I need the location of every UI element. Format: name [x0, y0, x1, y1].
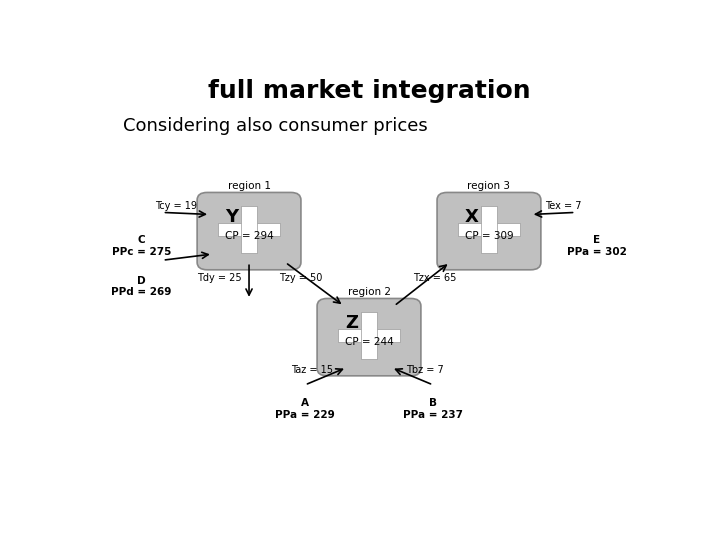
FancyBboxPatch shape — [437, 192, 541, 270]
FancyBboxPatch shape — [481, 206, 498, 253]
Text: Tex = 7: Tex = 7 — [545, 201, 582, 211]
Text: Tcy = 19: Tcy = 19 — [156, 201, 197, 211]
FancyBboxPatch shape — [458, 224, 521, 236]
FancyBboxPatch shape — [317, 299, 421, 376]
Text: Tzy = 50: Tzy = 50 — [279, 273, 323, 282]
FancyBboxPatch shape — [338, 329, 400, 342]
Text: Considering also consumer prices: Considering also consumer prices — [124, 117, 428, 135]
Text: Tbz = 7: Tbz = 7 — [406, 366, 444, 375]
Text: CP = 294: CP = 294 — [225, 232, 274, 241]
Text: Z: Z — [346, 314, 359, 332]
Text: A
PPa = 229: A PPa = 229 — [275, 399, 335, 420]
Text: Tzx = 65: Tzx = 65 — [413, 273, 456, 282]
Text: Tdy = 25: Tdy = 25 — [197, 273, 242, 282]
Text: CP = 309: CP = 309 — [464, 232, 513, 241]
FancyBboxPatch shape — [240, 206, 258, 253]
Text: X: X — [465, 208, 479, 226]
FancyBboxPatch shape — [361, 312, 377, 359]
Text: region 2: region 2 — [348, 287, 390, 297]
Text: region 1: region 1 — [228, 181, 271, 191]
Text: B
PPa = 237: B PPa = 237 — [403, 399, 463, 420]
Text: region 3: region 3 — [467, 181, 510, 191]
FancyBboxPatch shape — [197, 192, 301, 270]
Text: Y: Y — [225, 208, 239, 226]
Text: C
PPc = 275: C PPc = 275 — [112, 235, 171, 257]
Text: CP = 244: CP = 244 — [345, 338, 393, 347]
Text: E
PPa = 302: E PPa = 302 — [567, 235, 626, 257]
Text: Taz = 15: Taz = 15 — [291, 366, 333, 375]
Text: full market integration: full market integration — [207, 79, 531, 103]
FancyBboxPatch shape — [217, 224, 280, 236]
Text: D
PPd = 269: D PPd = 269 — [111, 275, 171, 297]
